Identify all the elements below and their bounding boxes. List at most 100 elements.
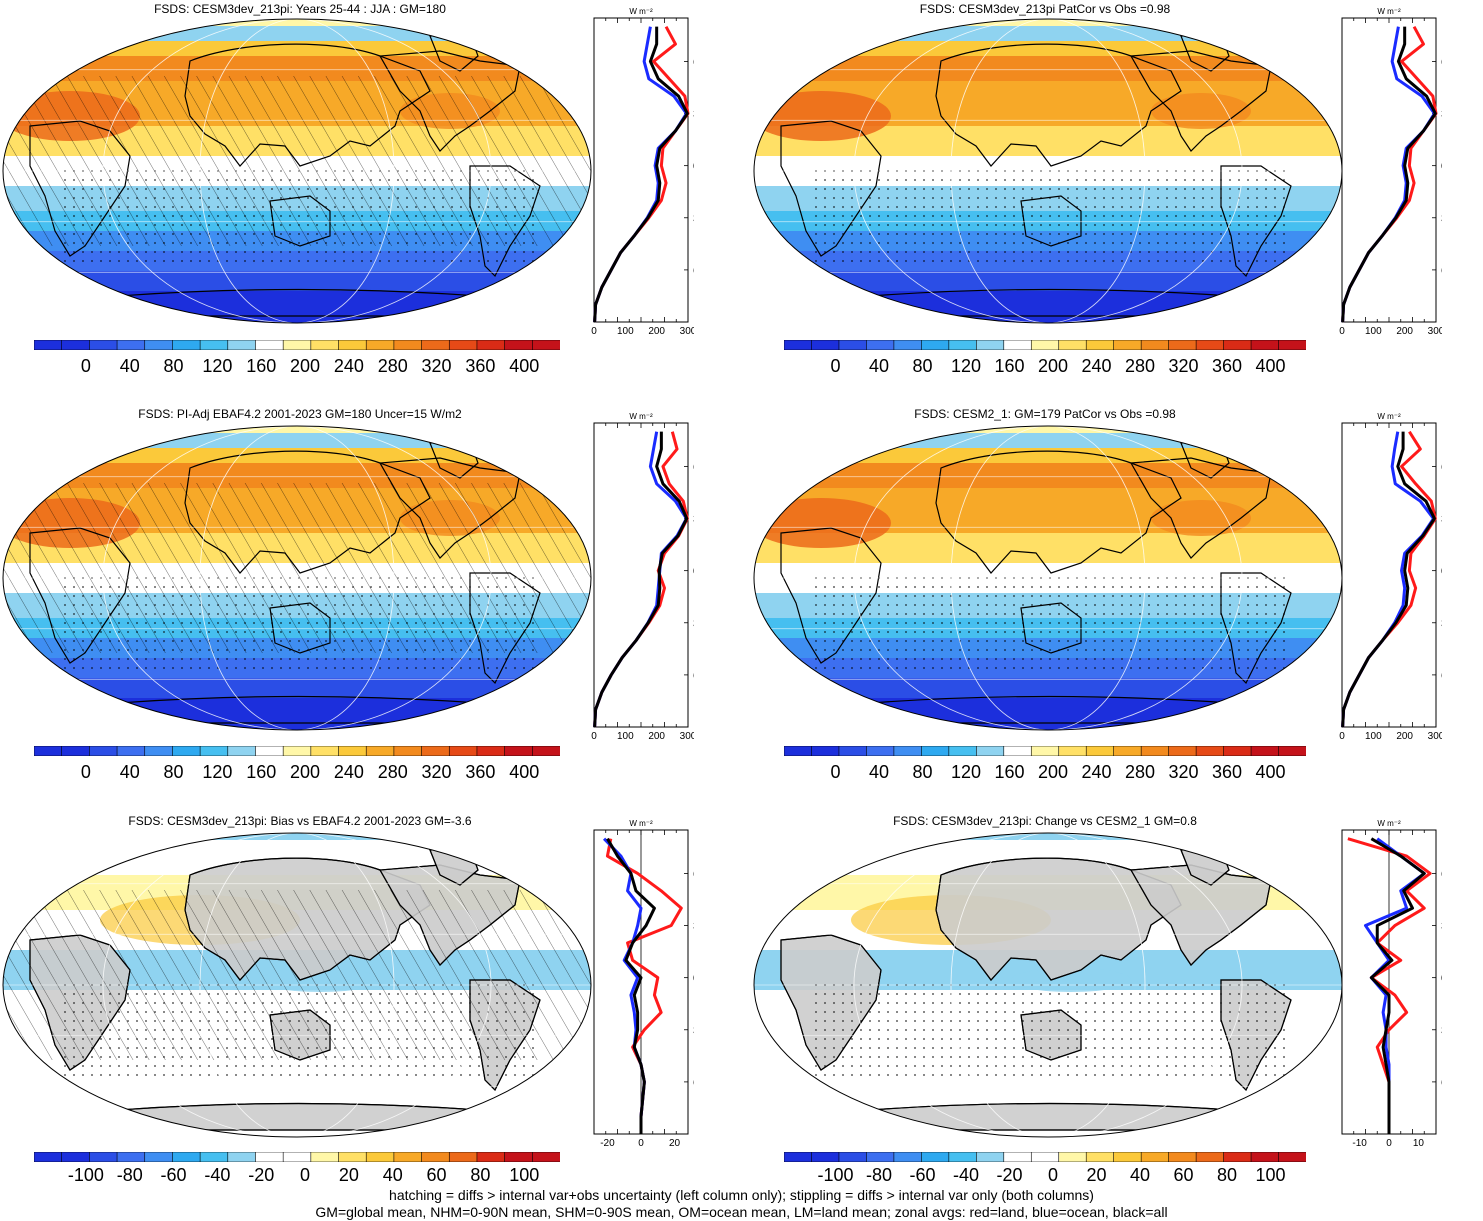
colorbar-swatch bbox=[1278, 1152, 1306, 1162]
world-map bbox=[2, 425, 592, 731]
x-tick-label: -10 bbox=[1352, 1138, 1367, 1149]
colorbar-tick-label: -40 bbox=[952, 1165, 980, 1185]
map-field-band bbox=[754, 833, 1342, 841]
colorbar-swatch bbox=[144, 340, 174, 350]
latitude-label: 60S bbox=[1441, 1077, 1442, 1089]
colorbar-swatch bbox=[393, 1152, 423, 1162]
latitude-label: 60S bbox=[693, 265, 694, 277]
continent-outline bbox=[789, 1102, 1313, 1131]
colorbar-swatch bbox=[227, 1152, 257, 1162]
colorbar-swatch bbox=[365, 1152, 395, 1162]
map-field-band bbox=[754, 426, 1342, 434]
colorbar-swatch bbox=[282, 1152, 312, 1162]
colorbar-tick-label: 40 bbox=[1129, 1165, 1151, 1185]
latitude-label: 60S bbox=[1441, 670, 1442, 682]
colorbar-swatch bbox=[34, 746, 63, 756]
latitude-label: 60S bbox=[1441, 265, 1442, 277]
colorbar-labels: 0 40 80 120 160 200 240 280 320 360 400 bbox=[784, 356, 1306, 378]
panel-4: FSDS: CESM2_1: GM=179 PatCor vs Obs =0.9… bbox=[748, 405, 1483, 805]
colorbar-tick-label: 240 bbox=[1081, 762, 1112, 782]
colorbar-tick-label: 120 bbox=[950, 762, 982, 782]
colorbar-swatch bbox=[976, 746, 1005, 756]
latitude-label: 30N bbox=[1441, 109, 1442, 121]
colorbar-swatch bbox=[310, 746, 340, 756]
colorbar-tick-label: 280 bbox=[377, 762, 408, 782]
colorbar-swatch bbox=[255, 1152, 284, 1162]
latitude-label: 60N bbox=[1441, 56, 1442, 68]
colorbar-tick-label: 80 bbox=[470, 1165, 491, 1185]
colorbar-swatch bbox=[504, 340, 534, 350]
colorbar-swatch bbox=[532, 340, 560, 350]
colorbar-swatch bbox=[338, 1152, 368, 1162]
latitude-label: 0 bbox=[693, 973, 694, 985]
zonal-mean-plot: W m⁻² 0 100 200 300 60N 30N 0 30S 60S bbox=[1339, 7, 1442, 337]
x-tick-label: 0 bbox=[1339, 326, 1345, 337]
colorbar-swatch bbox=[116, 340, 146, 350]
colorbar-swatch bbox=[172, 746, 201, 756]
colorbar-tick-label: 320 bbox=[421, 762, 452, 782]
colorbar-tick-label: 400 bbox=[1255, 762, 1286, 782]
zonal-line-all bbox=[1341, 26, 1437, 323]
colorbar-swatch bbox=[1278, 340, 1306, 350]
colorbar-tick-label: -100 bbox=[67, 1165, 104, 1185]
colorbar-labels: -100 -80 -60 -40 -20 0 20 40 60 80 100 bbox=[34, 1165, 560, 1187]
graticule-line bbox=[853, 833, 1243, 1137]
panel-6: FSDS: CESM3dev_213pi: Change vs CESM2_1 … bbox=[748, 812, 1483, 1192]
latitude-label: 30N bbox=[693, 514, 694, 526]
colorbar-tick-label: 360 bbox=[1211, 356, 1243, 376]
colorbar-tick-label: 120 bbox=[950, 356, 982, 376]
colorbar-swatch bbox=[784, 340, 813, 350]
colorbar-swatch bbox=[448, 340, 478, 350]
colorbar-swatch bbox=[1085, 746, 1115, 756]
x-tick-label: 200 bbox=[648, 731, 665, 742]
colorbar-swatch bbox=[199, 1152, 229, 1162]
map-border bbox=[2, 832, 592, 1138]
colorbar-tick-label: -80 bbox=[865, 1165, 893, 1185]
map-field-band bbox=[3, 433, 591, 449]
colorbar-swatch bbox=[866, 1152, 895, 1162]
colorbar-swatch bbox=[1250, 340, 1280, 350]
colorbar-swatch bbox=[1278, 746, 1306, 756]
panel-2: FSDS: CESM3dev_213pi PatCor vs Obs =0.98… bbox=[748, 0, 1483, 400]
field-maximum bbox=[754, 498, 891, 548]
latitude-label: 30N bbox=[693, 921, 694, 933]
latitude-label: 30S bbox=[693, 213, 694, 225]
colorbar-swatch bbox=[448, 746, 478, 756]
colorbar-swatch bbox=[61, 746, 91, 756]
latitude-label: 0 bbox=[693, 161, 694, 173]
panel-5: FSDS: CESM3dev_213pi: Bias vs EBAF4.2 20… bbox=[0, 812, 740, 1192]
panel-title: FSDS: CESM2_1: GM=179 PatCor vs Obs =0.9… bbox=[914, 407, 1176, 421]
colorbar-tick-label: 240 bbox=[1081, 356, 1112, 376]
colorbar-tick-label: 40 bbox=[868, 356, 890, 376]
colorbar-swatch bbox=[61, 1152, 91, 1162]
colorbar-tick-label: 280 bbox=[377, 356, 408, 376]
field-maximum bbox=[754, 91, 891, 141]
colorbar-swatch bbox=[310, 1152, 340, 1162]
latitude-label: 60S bbox=[693, 1077, 694, 1089]
latitude-label: 60N bbox=[1441, 868, 1442, 880]
colorbar-tick-label: 160 bbox=[246, 762, 277, 782]
map-field-band bbox=[3, 448, 591, 464]
latitude-label: 30S bbox=[1441, 618, 1442, 630]
colorbar-swatch bbox=[476, 746, 506, 756]
graticule-line bbox=[199, 19, 395, 323]
colorbar-swatch bbox=[89, 1152, 118, 1162]
colorbar-swatch bbox=[1085, 1152, 1115, 1162]
colorbar-swatch bbox=[1003, 746, 1033, 756]
zonal-line-all bbox=[606, 837, 656, 1134]
graticule-line bbox=[102, 19, 492, 323]
colorbar-swatch bbox=[893, 746, 923, 756]
colorbar bbox=[784, 1152, 1306, 1162]
graticule-line bbox=[950, 19, 1146, 323]
colorbar-tick-label: 280 bbox=[1124, 762, 1156, 782]
latitude-label: 30S bbox=[693, 1025, 694, 1037]
colorbar-swatch bbox=[921, 746, 950, 756]
colorbar-tick-label: 160 bbox=[994, 762, 1025, 782]
colorbar-swatch bbox=[421, 746, 451, 756]
panel-1: FSDS: CESM3dev_213pi: Years 25-44 : JJA … bbox=[0, 0, 740, 400]
colorbar-tick-label: -20 bbox=[996, 1165, 1023, 1185]
graticule-line bbox=[199, 426, 395, 730]
colorbar-tick-label: 360 bbox=[465, 356, 496, 376]
colorbar-tick-label: 0 bbox=[80, 762, 91, 782]
panel-title: FSDS: CESM3dev_213pi PatCor vs Obs =0.98 bbox=[919, 2, 1171, 16]
